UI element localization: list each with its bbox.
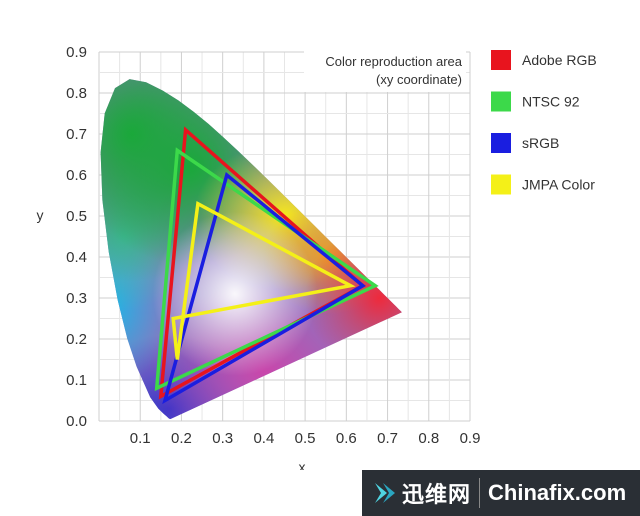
legend: Adobe RGB NTSC 92 sRGB JMPA Color: [491, 50, 597, 195]
x-tick-label: 0.6: [336, 430, 357, 447]
x-tick-label: 0.4: [253, 430, 274, 447]
x-tick-label: 0.9: [460, 430, 481, 447]
legend-swatch: [491, 133, 511, 153]
x-axis-ticks: 0.1 0.2 0.3 0.4 0.5 0.6 0.7 0.8 0.9: [130, 430, 481, 447]
y-axis-ticks: 0.0 0.1 0.2 0.3 0.4 0.5 0.6 0.7 0.8 0.9: [66, 44, 87, 430]
watermark-english-text: Chinafix.com: [488, 480, 627, 505]
legend-swatch: [491, 50, 511, 70]
y-tick-label: 0.0: [66, 413, 87, 430]
x-tick-label: 0.5: [295, 430, 316, 447]
legend-swatch: [491, 174, 511, 195]
watermark-divider: [479, 478, 481, 508]
y-tick-label: 0.9: [66, 44, 87, 61]
watermark-banner: 迅维网 Chinafix.com: [362, 470, 640, 516]
gamut-triangles: [154, 126, 379, 405]
x-tick-label: 0.3: [212, 430, 233, 447]
y-tick-label: 0.2: [66, 331, 87, 348]
y-axis-label: y: [37, 207, 44, 223]
legend-label: NTSC 92: [522, 94, 580, 110]
legend-label: Adobe RGB: [522, 52, 597, 68]
chinafix-logo-icon: [375, 483, 395, 503]
y-tick-label: 0.8: [66, 85, 87, 102]
gamut-outline-jmpa-color: [171, 200, 356, 360]
gamut-outline-srgb: [162, 171, 366, 405]
y-tick-label: 0.7: [66, 126, 87, 143]
y-tick-label: 0.6: [66, 167, 87, 184]
y-tick-label: 0.1: [66, 372, 87, 389]
gamut-outline-adobe-rgb: [158, 126, 366, 400]
legend-label: JMPA Color: [522, 177, 595, 193]
y-tick-label: 0.3: [66, 290, 87, 307]
y-tick-label: 0.5: [66, 208, 87, 225]
gamut-outline-ntsc-92: [154, 147, 379, 392]
x-tick-label: 0.7: [377, 430, 398, 447]
legend-swatch: [491, 91, 511, 112]
annotation-line-1: Color reproduction area: [325, 54, 462, 69]
y-tick-label: 0.4: [66, 249, 87, 266]
cie-chromaticity-chart: 0.1 0.2 0.3 0.4 0.5 0.6 0.7 0.8 0.9 0.0 0.1 0.2 0.3…: [37, 44, 597, 470]
watermark-chinese-text: 迅维网: [402, 482, 472, 507]
x-tick-label: 0.8: [418, 430, 439, 447]
annotation-line-2: (xy coordinate): [376, 72, 462, 87]
annotation-box: [304, 50, 466, 92]
x-axis-label: x: [299, 459, 306, 470]
legend-label: sRGB: [522, 135, 559, 151]
x-tick-label: 0.1: [130, 430, 151, 447]
x-tick-label: 0.2: [171, 430, 192, 447]
